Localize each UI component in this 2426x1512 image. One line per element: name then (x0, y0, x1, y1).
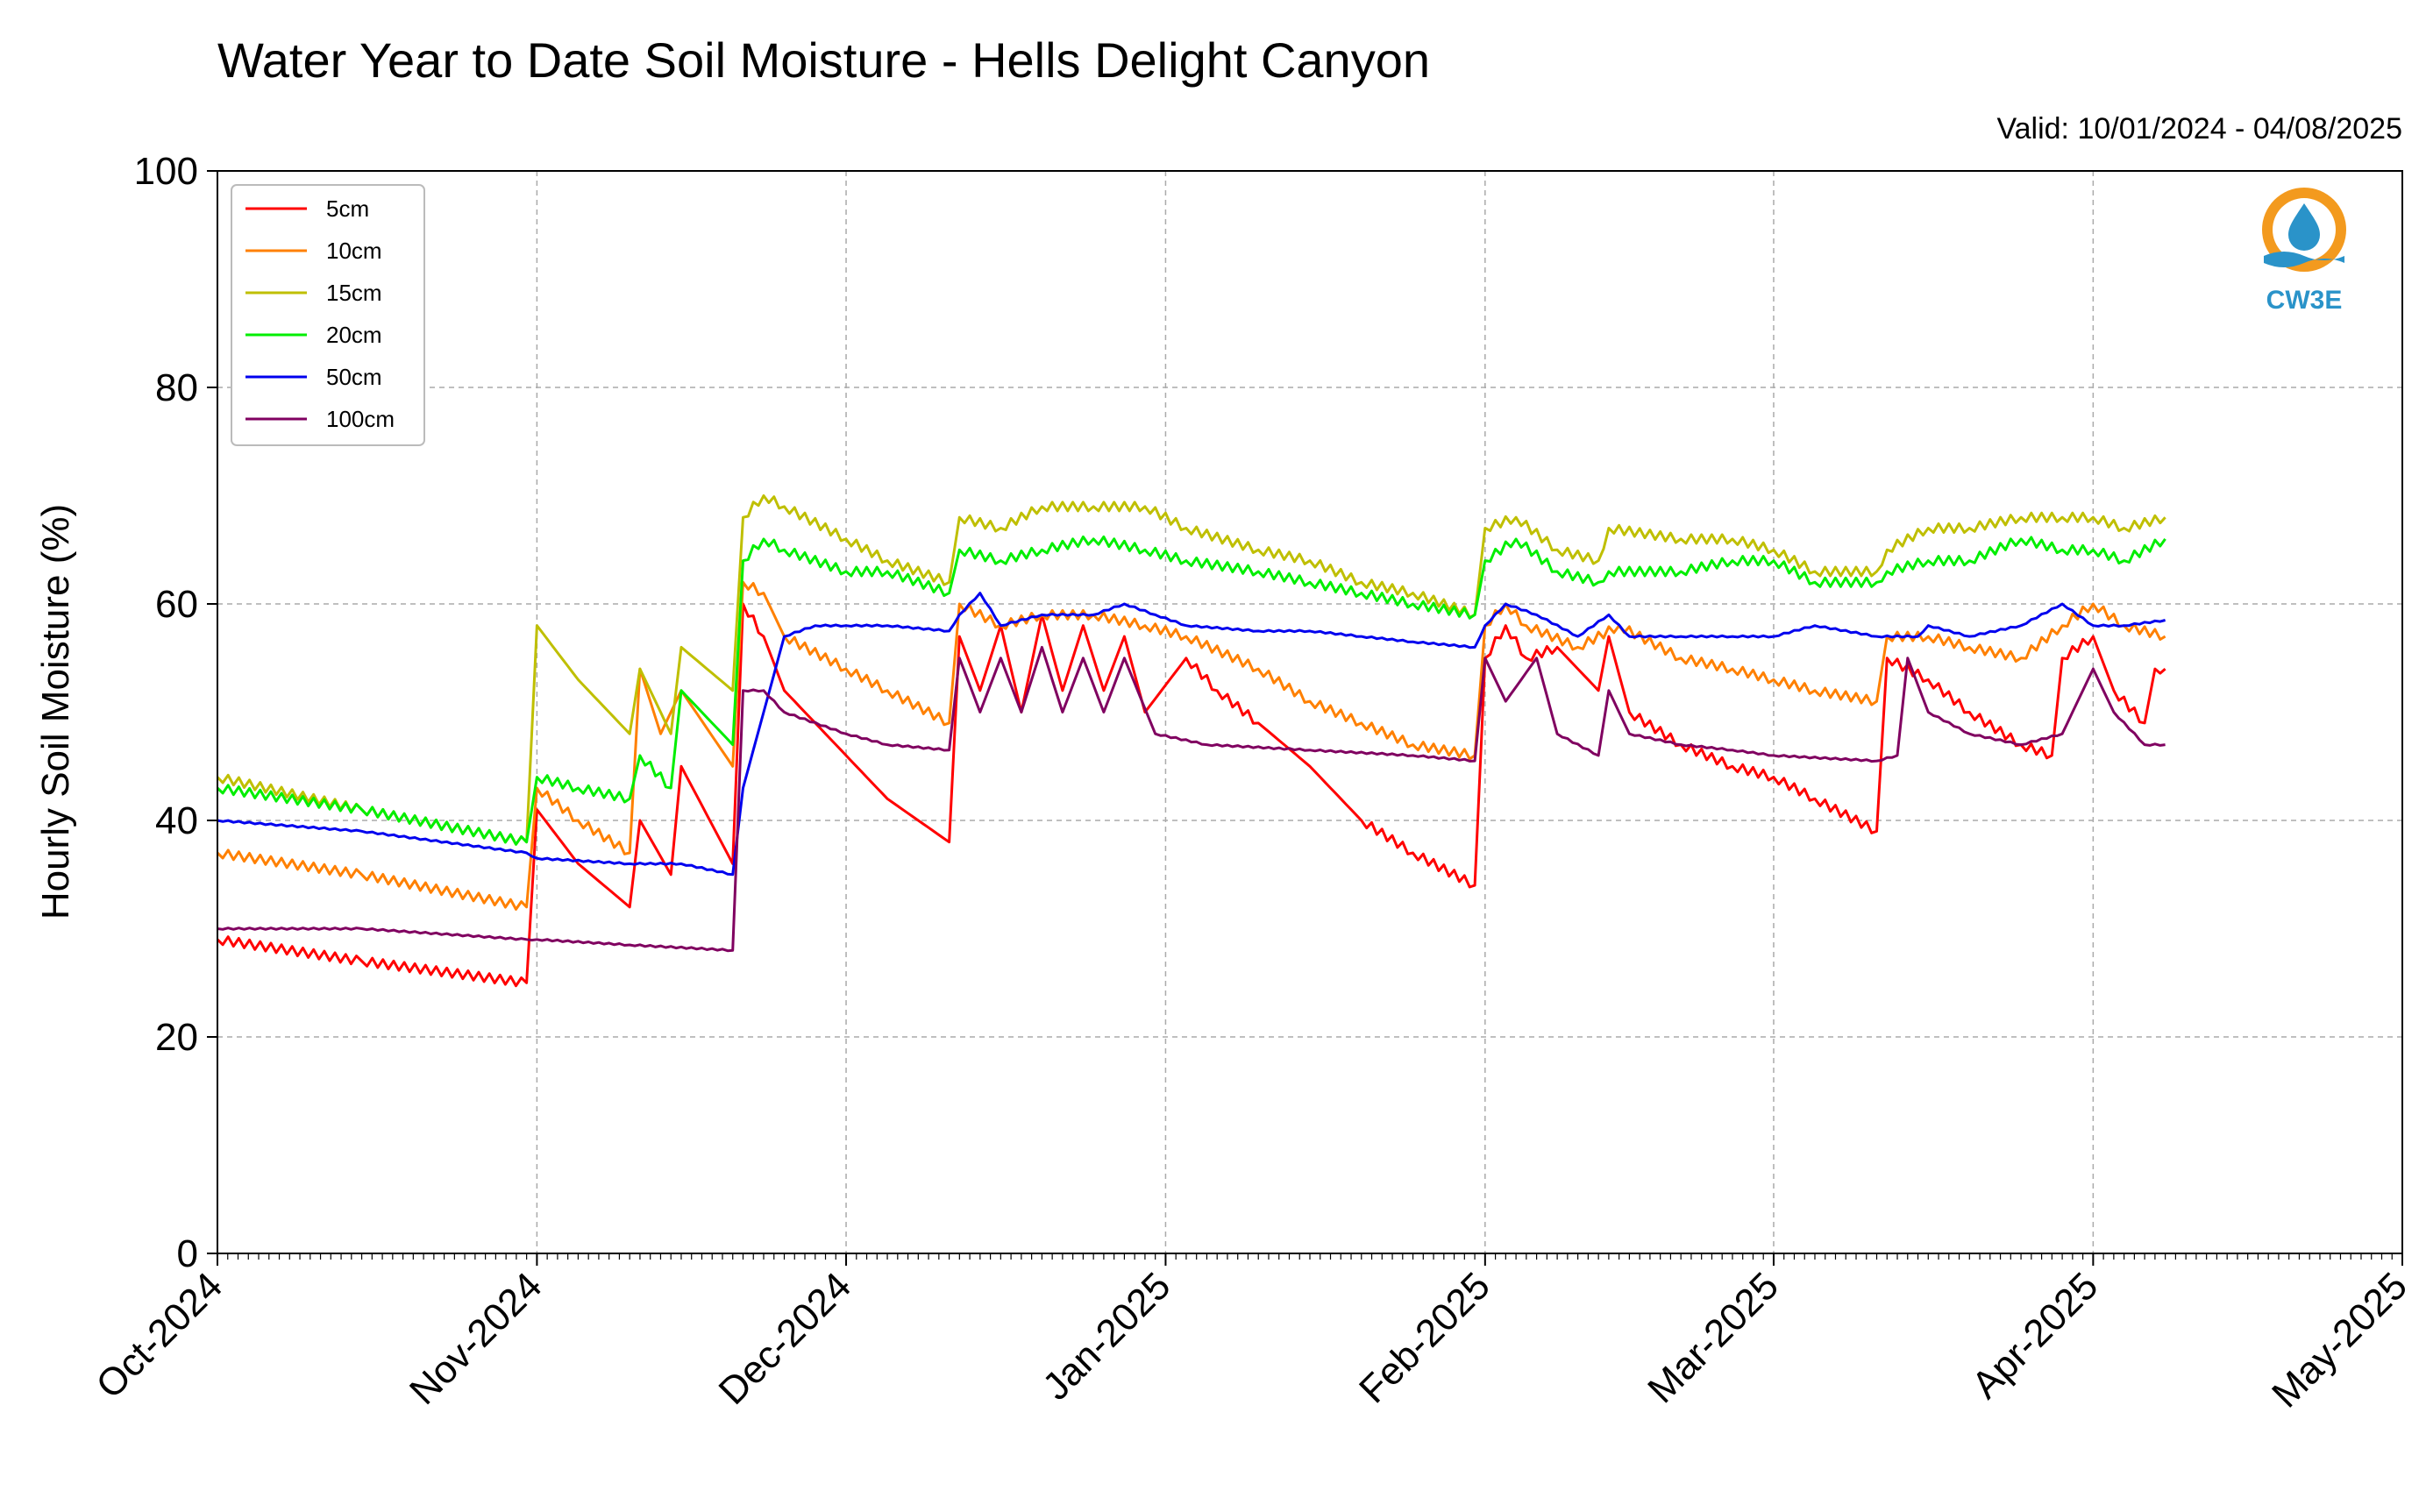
series-line-10cm (216, 580, 2166, 911)
y-tick-label: 0 (177, 1232, 198, 1275)
wave-icon (2264, 252, 2344, 267)
x-tick-label: Mar-2025 (1640, 1264, 1787, 1411)
grid (217, 171, 2402, 1253)
y-tick-label: 40 (155, 799, 198, 842)
y-axis-label: Hourly Soil Moisture (%) (34, 504, 77, 919)
legend-label-5cm: 5cm (326, 195, 369, 222)
legend-label-100cm: 100cm (326, 406, 395, 432)
legend-label-20cm: 20cm (326, 322, 382, 348)
x-tick-label: Oct-2024 (88, 1264, 231, 1407)
series-line-5cm (216, 602, 2166, 988)
y-tick-label: 20 (155, 1016, 198, 1059)
x-tick-label: Feb-2025 (1351, 1264, 1498, 1411)
series-line-50cm (217, 592, 2166, 877)
chart-subtitle: Valid: 10/01/2024 - 04/08/2025 (1996, 112, 2402, 146)
legend: 5cm 10cm 15cm 20cm 50cm 100cm (231, 184, 425, 446)
water-drop-icon (2288, 203, 2320, 251)
axis-ticks: 0 20 40 60 80 100 Oct-2024 Nov-2024 Dec-2024 Jan-… (88, 150, 2415, 1416)
x-tick-label: Nov-2024 (402, 1264, 551, 1413)
x-tick-label: Apr-2025 (1964, 1264, 2107, 1407)
x-tick-label: Dec-2024 (711, 1264, 860, 1413)
chart-title: Water Year to Date Soil Moisture - Hells… (217, 32, 1430, 88)
logo-text: CW3E (2266, 286, 2343, 315)
x-tick-label: May-2025 (2264, 1264, 2415, 1416)
series-line-20cm (216, 535, 2166, 846)
series-lines (216, 494, 2166, 988)
series-line-15cm (216, 494, 2166, 846)
y-tick-label: 60 (155, 583, 198, 626)
plot-frame (217, 170, 2403, 1254)
y-tick-label: 100 (134, 150, 198, 193)
legend-label-15cm: 15cm (326, 280, 382, 306)
legend-label-10cm: 10cm (326, 238, 382, 264)
cw3e-logo: CW3E (2262, 188, 2346, 315)
series-line-100cm (217, 645, 2166, 953)
x-tick-label: Jan-2025 (1035, 1264, 1178, 1408)
y-tick-label: 80 (155, 366, 198, 409)
legend-label-50cm: 50cm (326, 364, 382, 390)
